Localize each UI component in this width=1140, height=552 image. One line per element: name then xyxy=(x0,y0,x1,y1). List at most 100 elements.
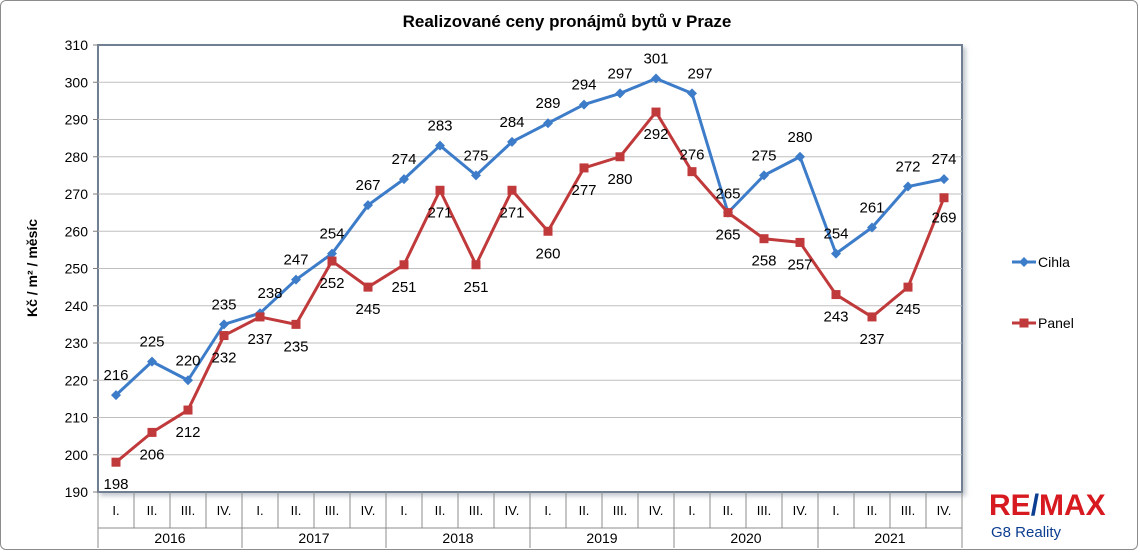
data-point-panel xyxy=(795,237,805,247)
x-tick-label: IV. xyxy=(361,503,376,518)
data-label-panel: 260 xyxy=(535,245,560,262)
data-point-cihla xyxy=(903,181,913,192)
y-tick-label: 260 xyxy=(65,223,89,239)
y-tick-label: 210 xyxy=(65,410,89,426)
data-label-panel: 206 xyxy=(139,446,164,463)
data-label-panel: 276 xyxy=(679,147,704,164)
data-label-cihla: 297 xyxy=(687,65,712,82)
y-tick-label: 240 xyxy=(65,298,89,314)
data-point-cihla xyxy=(867,222,877,233)
data-label-cihla: 275 xyxy=(463,147,488,164)
data-label-panel: 277 xyxy=(571,182,596,199)
data-point-panel xyxy=(291,319,301,329)
data-label-panel: 280 xyxy=(607,171,632,188)
data-label-panel: 245 xyxy=(355,301,380,318)
data-label-panel: 237 xyxy=(859,331,884,348)
x-tick-label: II. xyxy=(147,503,158,518)
x-tick-label: IV. xyxy=(649,503,664,518)
x-tick-label: IV. xyxy=(217,503,232,518)
data-label-cihla: 301 xyxy=(643,51,668,68)
data-label-panel: 292 xyxy=(643,126,668,143)
logo-max: MAX xyxy=(1039,489,1106,522)
x-year-label: 2017 xyxy=(298,530,329,546)
data-label-panel: 271 xyxy=(499,204,524,221)
data-label-cihla: 283 xyxy=(427,118,452,135)
data-point-cihla xyxy=(327,248,337,259)
y-tick-label: 280 xyxy=(65,149,89,165)
chart-title: Realizované ceny pronájmů bytů v Praze xyxy=(403,12,732,31)
data-point-panel xyxy=(219,331,229,341)
data-label-panel: 251 xyxy=(391,279,416,296)
data-point-panel xyxy=(831,290,841,300)
data-label-panel: 232 xyxy=(211,350,236,367)
x-tick-label: I. xyxy=(112,503,119,518)
x-tick-label: I. xyxy=(400,503,407,518)
y-axis-ticks: 190 200 210 220 230 240 250 260 270 280 290 300 310 xyxy=(65,37,98,500)
x-tick-label: III. xyxy=(469,503,483,518)
data-label-cihla: 247 xyxy=(283,252,308,269)
x-tick-label: I. xyxy=(544,503,551,518)
legend-marker-cihla xyxy=(1019,257,1029,267)
x-axis-table: I. II. III. IV. I. II. III. IV. I. II. III. IV. I. II… xyxy=(97,491,963,548)
series-line-panel xyxy=(115,110,946,464)
series-layer xyxy=(111,73,949,467)
data-point-cihla xyxy=(795,151,805,162)
legend-label-cihla: Cihla xyxy=(1038,254,1070,270)
x-tick-label: III. xyxy=(613,503,627,518)
data-point-cihla xyxy=(939,174,949,185)
y-tick-label: 190 xyxy=(65,484,89,500)
logo-subtitle: G8 Reality xyxy=(991,524,1062,541)
data-point-cihla xyxy=(399,174,409,185)
x-tick-label: II. xyxy=(723,503,734,518)
x-year-label: 2018 xyxy=(442,530,473,546)
legend-marker-panel xyxy=(1019,318,1029,328)
data-label-cihla: 274 xyxy=(931,151,956,168)
y-tick-label: 270 xyxy=(65,186,89,202)
data-point-cihla xyxy=(579,99,589,110)
data-label-cihla: 238 xyxy=(257,285,282,302)
data-point-panel xyxy=(579,163,589,173)
data-label-cihla: 294 xyxy=(571,77,596,94)
x-tick-label: II. xyxy=(435,503,446,518)
data-point-cihla xyxy=(831,248,841,259)
data-point-panel xyxy=(507,185,517,195)
data-label-panel: 235 xyxy=(283,338,308,355)
data-label-panel: 257 xyxy=(787,256,812,273)
series-line-cihla xyxy=(114,77,945,397)
y-tick-label: 310 xyxy=(65,37,89,53)
data-label-cihla: 284 xyxy=(499,114,524,131)
y-tick-label: 220 xyxy=(65,372,89,388)
data-label-cihla: 280 xyxy=(787,129,812,146)
data-label-panel: 265 xyxy=(715,227,740,244)
data-label-cihla: 254 xyxy=(319,226,344,243)
data-label-cihla: 220 xyxy=(175,352,200,369)
data-point-panel xyxy=(543,226,553,236)
x-tick-label: IV. xyxy=(793,503,808,518)
data-point-cihla xyxy=(543,118,553,129)
data-label-panel: 252 xyxy=(319,275,344,292)
y-axis-label: Kč / m² / měsíc xyxy=(24,219,40,317)
data-point-cihla xyxy=(147,356,157,367)
data-point-cihla xyxy=(183,375,193,386)
x-tick-label: III. xyxy=(901,503,915,518)
data-label-panel: 198 xyxy=(103,476,128,493)
x-tick-label: I. xyxy=(832,503,839,518)
x-year-label: 2016 xyxy=(154,530,185,546)
data-label-cihla: 297 xyxy=(607,65,632,82)
data-label-cihla: 254 xyxy=(823,226,848,243)
data-label-cihla: 267 xyxy=(355,177,380,194)
legend: Cihla Panel xyxy=(1012,254,1074,331)
data-label-cihla: 289 xyxy=(535,95,560,112)
data-point-panel xyxy=(903,282,913,292)
data-label-panel: 271 xyxy=(427,204,452,221)
data-label-cihla: 272 xyxy=(895,159,920,176)
data-label-cihla: 216 xyxy=(103,367,128,384)
data-label-cihla: 235 xyxy=(211,296,236,313)
data-point-panel xyxy=(687,167,697,177)
x-tick-label: I. xyxy=(688,503,695,518)
data-point-panel xyxy=(723,208,733,218)
data-point-panel xyxy=(255,312,265,322)
data-point-panel xyxy=(939,193,949,203)
